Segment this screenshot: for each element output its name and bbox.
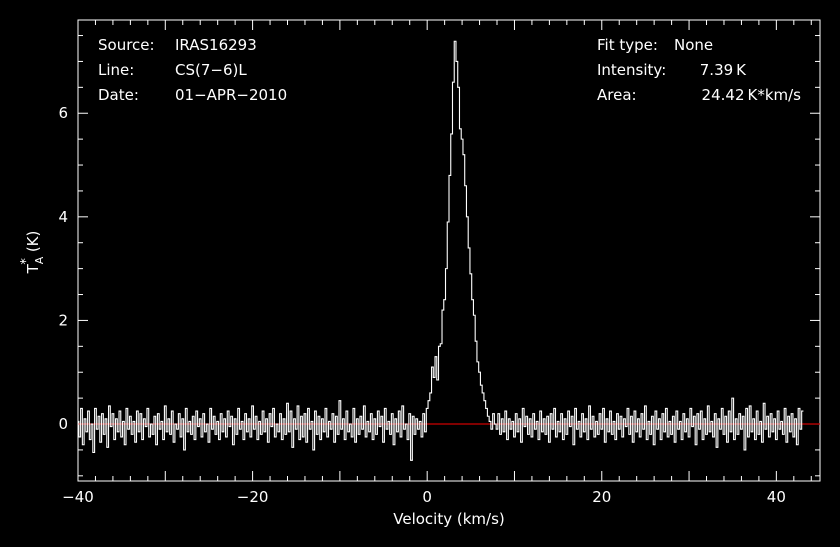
fit-type-value: None	[674, 36, 713, 54]
y-tick-label: 6	[58, 104, 68, 122]
x-tick-label: 40	[767, 488, 786, 506]
line-value: CS(7−6)L	[175, 61, 247, 79]
y-tick-labels: 0 2 4 6	[58, 104, 68, 433]
y-axis-title-main: T	[24, 263, 42, 274]
x-axis-title: Velocity (km/s)	[393, 510, 504, 528]
source-label: Source:	[98, 36, 155, 54]
source-value: IRAS16293	[175, 36, 257, 54]
y-axis-title-unit: (K)	[24, 231, 42, 253]
plot-frame	[77, 19, 821, 482]
x-tick-label: 20	[592, 488, 611, 506]
date-label: Date:	[98, 86, 139, 104]
y-axis-title: TA* (K)	[19, 231, 46, 275]
info-block-right: Fit type: None Intensity: 7.39 K Area: 2…	[597, 36, 801, 104]
spectrum-series-line	[78, 40, 804, 461]
x-tick-label: 0	[422, 488, 432, 506]
svg-text:TA*(K): TA* (K)	[19, 231, 46, 275]
intensity-label: Intensity:	[597, 61, 666, 79]
line-label: Line:	[98, 61, 134, 79]
y-axis-title-sup: *	[19, 258, 34, 265]
y-tick-label: 0	[58, 415, 68, 433]
x-tick-label: −40	[62, 488, 94, 506]
intensity-value: 7.39 K	[700, 61, 747, 79]
date-value: 01−APR−2010	[175, 86, 287, 104]
x-tick-labels: −40 −20 0 20 40	[62, 488, 786, 506]
fit-type-label: Fit type:	[597, 36, 658, 54]
y-axis-title-sub: A	[33, 256, 46, 264]
x-tick-label: −20	[237, 488, 269, 506]
y-tick-label: 4	[58, 208, 68, 226]
area-label: Area:	[597, 86, 637, 104]
area-value: 24.42 K*km/s	[702, 86, 802, 104]
y-tick-label: 2	[58, 311, 68, 329]
axis-ticks	[77, 20, 820, 481]
info-block-left: Source: IRAS16293 Line: CS(7−6)L Date: 0…	[98, 36, 287, 104]
